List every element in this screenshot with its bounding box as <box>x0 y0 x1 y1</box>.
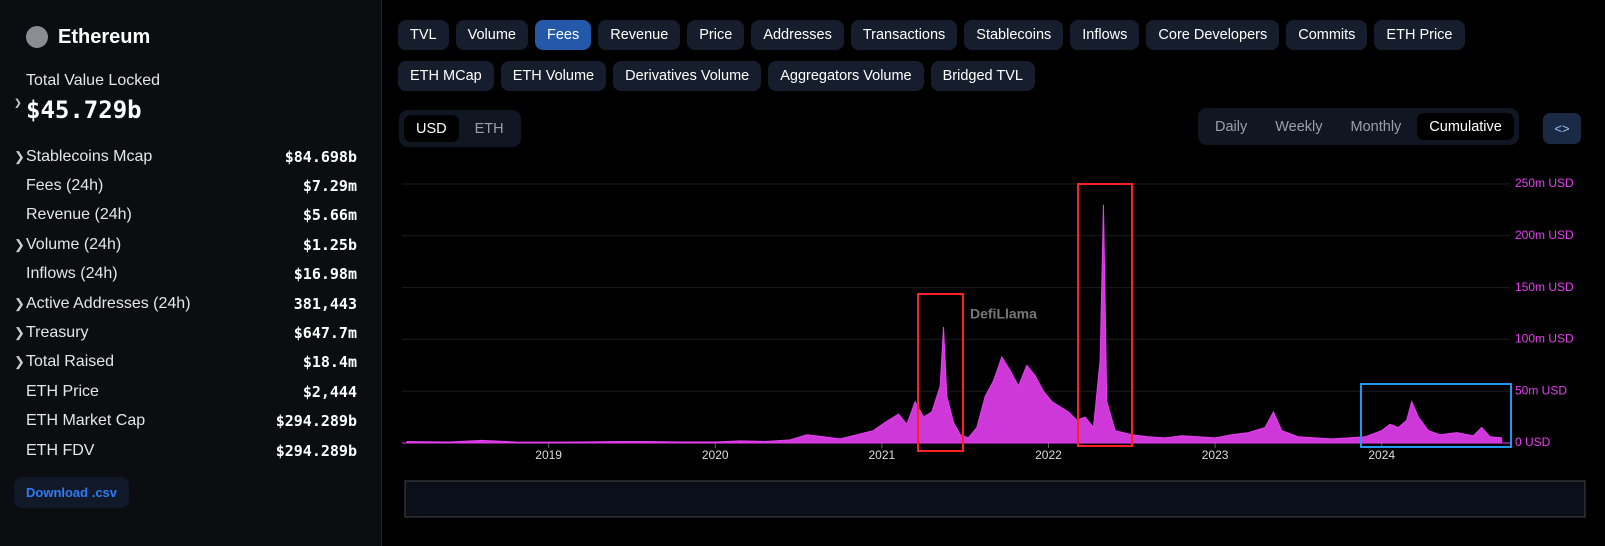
y-tick-label: 250m USD <box>1515 176 1574 190</box>
chevron: ❯ <box>14 354 25 370</box>
stat-label: Stablecoins Mcap <box>26 147 153 165</box>
logo <box>26 26 48 48</box>
currency-option[interactable]: USD <box>404 115 459 142</box>
stat-value: $16.98m <box>293 265 357 284</box>
stat-row[interactable]: ❯ Treasury $647.7m <box>14 318 357 347</box>
stat-value: $84.698b <box>284 147 357 166</box>
navigator-area <box>409 487 1577 516</box>
stat-label: ETH FDV <box>26 441 95 459</box>
period-option[interactable]: Cumulative <box>1417 113 1514 140</box>
stat-label: Treasury <box>26 324 89 342</box>
x-tick-label: 2022 <box>1035 448 1062 462</box>
stat-value: $1.25b <box>302 235 357 254</box>
stat-row: ETH Market Cap $294.289b <box>14 407 357 436</box>
y-tick-label: 0 USD <box>1515 435 1551 449</box>
tab[interactable]: Stablecoins <box>964 20 1064 50</box>
x-tick-label: 2021 <box>869 448 896 462</box>
tab[interactable]: Revenue <box>598 20 681 50</box>
chevron: ❯ <box>14 148 25 164</box>
stat-label: Fees (24h) <box>26 177 104 195</box>
stats: ❯ Stablecoins Mcap $84.698b Fees (24h) $7.29… <box>14 142 357 465</box>
stat-row[interactable]: ❯ Stablecoins Mcap $84.698b <box>14 142 357 171</box>
tab[interactable]: Fees <box>534 20 592 50</box>
tab[interactable]: Aggregators Volume <box>768 61 924 91</box>
tab[interactable]: ETH MCap <box>398 61 494 91</box>
tab[interactable]: ETH Volume <box>500 61 607 91</box>
stat-row: Revenue (24h) $5.66m <box>14 201 357 230</box>
tab-row: ETH MCap ETH Volume Derivatives Volume Aggr… <box>398 61 1035 91</box>
stat-value: $5.66m <box>302 206 357 225</box>
stat-value: $7.29m <box>302 177 357 196</box>
tab[interactable]: Inflows <box>1070 20 1140 50</box>
stat-row: ETH FDV $294.289b <box>14 436 357 465</box>
annotation-box <box>917 293 964 452</box>
stat-label: Inflows (24h) <box>26 265 118 283</box>
stat-row: ETH Price $2,444 <box>14 377 357 406</box>
tab[interactable]: Core Developers <box>1146 20 1280 50</box>
period-toggle: Daily Weekly Monthly Cumulative <box>1198 108 1519 145</box>
stat-value: $294.289b <box>275 412 357 431</box>
stat-label: Total Raised <box>26 353 115 371</box>
x-tick-label: 2020 <box>702 448 729 462</box>
chevron: ❯ <box>14 325 25 341</box>
stat-label: Volume (24h) <box>26 235 122 253</box>
chevron: ❯ <box>14 236 25 252</box>
currency-option[interactable]: ETH <box>474 120 504 137</box>
x-tick-label: 2024 <box>1368 448 1395 462</box>
stat-value: $2,444 <box>302 382 357 401</box>
y-tick-label: 200m USD <box>1515 228 1574 242</box>
stat-label: ETH Price <box>26 382 99 400</box>
watermark: DefiLlama <box>970 306 1037 322</box>
tab[interactable]: Transactions <box>850 20 958 50</box>
x-tick-label: 2023 <box>1202 448 1229 462</box>
stat-value: 381,443 <box>293 294 357 313</box>
stat-value: $647.7m <box>293 324 357 343</box>
y-tick-label: 100m USD <box>1515 332 1574 346</box>
stat-row[interactable]: ❯ Volume (24h) $1.25b <box>14 230 357 259</box>
period-option[interactable]: Monthly <box>1350 118 1402 135</box>
period-option[interactable]: Daily <box>1215 118 1248 135</box>
sidebar: Ethereum Total Value Locked ❯ $45.729b ❯ S… <box>0 0 382 546</box>
annotation-box <box>1077 183 1133 447</box>
y-tick-label: 50m USD <box>1515 383 1567 397</box>
stat-row: Inflows (24h) $16.98m <box>14 260 357 289</box>
y-tick-label: 150m USD <box>1515 280 1574 294</box>
tvl-value-text: $45.729b <box>26 96 142 124</box>
tab[interactable]: Volume <box>455 20 528 50</box>
tab[interactable]: Bridged TVL <box>930 61 1035 91</box>
name-text: Ethereum <box>58 25 151 48</box>
tvl-label: Total Value Locked <box>26 72 161 89</box>
stat-label: Active Addresses (24h) <box>26 294 191 312</box>
stat-label: Revenue (24h) <box>26 206 132 224</box>
embed-button[interactable]: <> <box>1543 113 1581 144</box>
tab[interactable]: ETH Price <box>1374 20 1465 50</box>
stat-row[interactable]: ❯ Total Raised $18.4m <box>14 348 357 377</box>
stat-value: $18.4m <box>302 353 357 372</box>
tvl-value[interactable]: ❯ $45.729b <box>14 96 142 124</box>
tab-row: TVL Volume Fees Revenue Price Addresses Transa… <box>398 20 1465 50</box>
area <box>406 204 1503 444</box>
tab[interactable]: Addresses <box>751 20 844 50</box>
protocol-name: Ethereum <box>14 20 357 54</box>
currency-toggle: USD ETH <box>399 110 521 147</box>
stat-label: ETH Market Cap <box>26 412 146 430</box>
tab[interactable]: Commits <box>1286 20 1368 50</box>
tab[interactable]: Price <box>687 20 745 50</box>
annotation-box <box>1360 383 1512 448</box>
download-button[interactable]: Download .csv <box>14 477 130 509</box>
stat-value: $294.289b <box>275 441 357 460</box>
stat-row[interactable]: ❯ Active Addresses (24h) 381,443 <box>14 289 357 318</box>
x-tick-label: 2019 <box>535 448 562 462</box>
navigator <box>404 480 1586 518</box>
tab[interactable]: Derivatives Volume <box>613 61 762 91</box>
tab[interactable]: TVL <box>398 20 449 50</box>
period-option[interactable]: Weekly <box>1275 118 1323 135</box>
stat-row: Fees (24h) $7.29m <box>14 171 357 200</box>
chevron: ❯ <box>14 295 25 311</box>
